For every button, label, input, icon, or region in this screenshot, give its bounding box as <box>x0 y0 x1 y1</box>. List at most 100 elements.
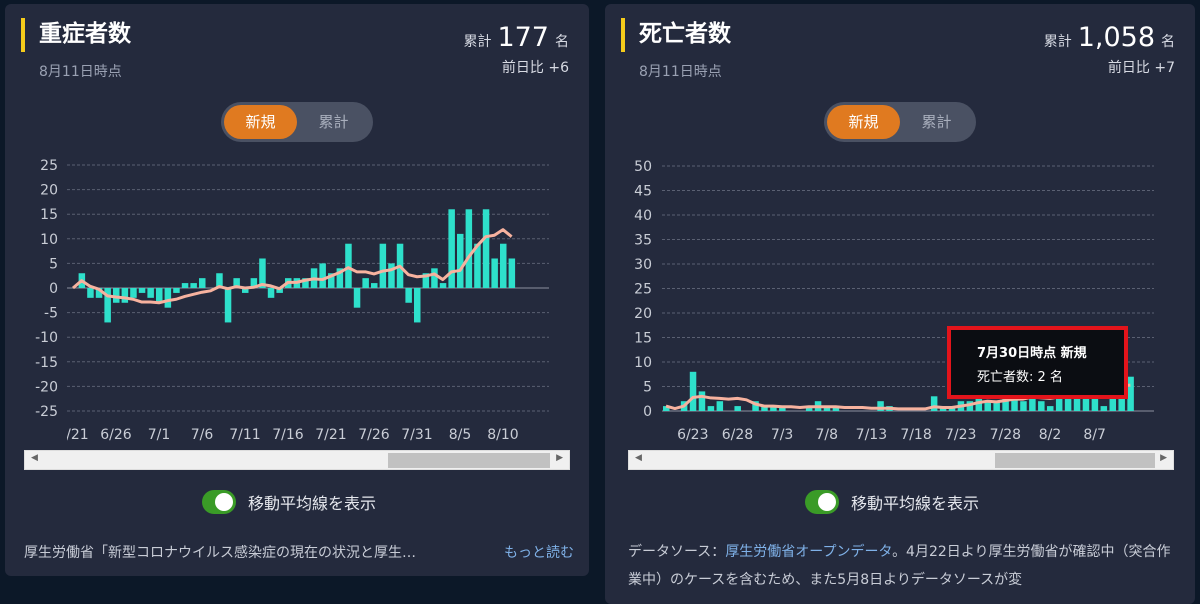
moving-average-toggle[interactable]: 移動平均線を表示 <box>202 490 376 514</box>
y-tick-label: 15 <box>634 331 652 347</box>
bar <box>770 406 777 411</box>
y-tick-label: 45 <box>634 184 652 200</box>
bar <box>1011 396 1018 411</box>
bar <box>422 273 430 288</box>
x-tick-label: 7/26 <box>358 427 390 443</box>
bar <box>457 233 464 288</box>
y-tick-label: 10 <box>634 355 652 371</box>
bar <box>474 243 481 288</box>
bar <box>224 288 232 323</box>
mode-toggle: 新規 累計 <box>221 102 373 142</box>
bar <box>984 401 991 411</box>
source-note: データソース：厚生労働省オープンデータ。4月22日より厚生労働省が確認中（突合作… <box>628 538 1178 594</box>
bar <box>1038 401 1045 411</box>
day-diff: 前日比 +6 <box>502 57 569 77</box>
tab-cumulative[interactable]: 累計 <box>318 113 349 131</box>
source-note: 厚生労働省「新型コロナウイルス感染症の現在の状況と厚生… もっと読む <box>24 539 574 567</box>
bar <box>663 406 670 411</box>
bar <box>465 209 473 288</box>
bar <box>388 263 395 288</box>
diff-value: +6 <box>548 60 569 76</box>
bar <box>508 258 516 288</box>
bar <box>328 273 335 288</box>
y-tick-label: 20 <box>634 306 652 322</box>
bar <box>353 288 361 308</box>
bar <box>259 258 266 288</box>
diff-label: 前日比 <box>1107 60 1150 76</box>
y-tick-label: 40 <box>634 208 652 224</box>
x-tick-label: 7/11 <box>229 427 260 443</box>
tab-new[interactable]: 新規 <box>224 105 297 139</box>
bar <box>233 278 240 288</box>
total-count: 累計 1,058 名 <box>1044 22 1175 53</box>
bar <box>500 243 507 288</box>
y-tick-label: 10 <box>40 232 58 248</box>
bar <box>823 406 831 411</box>
bars <box>72 209 516 323</box>
y-tick-label: -15 <box>35 355 58 371</box>
y-tick-label: -20 <box>35 379 58 395</box>
chart-scrollbar[interactable]: ◀ ▶ <box>24 450 570 470</box>
tooltip-title: 7月30日時点 新規 <box>977 346 1087 361</box>
y-tick-label: -10 <box>35 330 58 346</box>
open-data-link[interactable]: 厚生労働省オープンデータ <box>725 544 893 560</box>
scroll-left-icon[interactable]: ◀ <box>635 453 642 463</box>
x-tick-label: 7/1 <box>148 427 171 443</box>
bar <box>930 396 938 411</box>
y-tick-label: 30 <box>634 257 652 273</box>
bar <box>431 268 438 288</box>
note-prefix: データソース： <box>628 544 726 560</box>
mode-toggle: 新規 累計 <box>824 102 976 142</box>
y-tick-label: 15 <box>40 207 58 223</box>
as-of-date: 8月11日時点 <box>39 64 122 80</box>
switch-on[interactable] <box>202 490 236 514</box>
x-tick-label: 6/26 <box>100 427 132 443</box>
x-tick-label: 6/23 <box>677 427 708 443</box>
bar <box>993 401 1000 411</box>
bar <box>302 278 309 288</box>
bar <box>130 288 137 298</box>
y-tick-label: 25 <box>40 158 58 174</box>
scroll-thumb[interactable] <box>388 453 550 468</box>
x-tick-label: 7/21 <box>315 427 346 443</box>
read-more-link[interactable]: もっと読む <box>504 545 574 561</box>
x-tick-label: 7/23 <box>945 427 976 443</box>
y-tick-label: 20 <box>40 183 58 199</box>
bar <box>190 283 197 288</box>
scroll-left-icon[interactable]: ◀ <box>31 453 38 463</box>
y-tick-label: 25 <box>634 282 652 298</box>
x-tick-label: 7/3 <box>771 427 794 443</box>
chart-scrollbar[interactable]: ◀ ▶ <box>628 450 1174 470</box>
moving-average-line <box>72 228 513 305</box>
x-tick-label: 8/10 <box>487 427 518 443</box>
bar <box>95 288 103 298</box>
x-tick-label: 7/13 <box>856 427 887 443</box>
diff-label: 前日比 <box>501 60 544 76</box>
switch-on[interactable] <box>805 490 839 514</box>
unit: 名 <box>555 34 569 50</box>
scroll-thumb[interactable] <box>995 453 1155 468</box>
bar <box>379 243 387 288</box>
x-tick-label: 8/7 <box>1083 427 1106 443</box>
tab-cumulative[interactable]: 累計 <box>921 113 952 131</box>
bar <box>716 401 724 411</box>
bar <box>276 288 283 293</box>
total-value: 177 <box>497 22 549 53</box>
bar <box>1020 401 1027 411</box>
card-title: 重症者数 <box>21 18 131 52</box>
bar <box>482 209 490 288</box>
scroll-right-icon[interactable]: ▶ <box>556 453 563 463</box>
bar <box>113 288 120 303</box>
x-tick-label: 8/2 <box>1039 427 1062 443</box>
toggle-label: 移動平均線を表示 <box>248 494 377 513</box>
tab-new[interactable]: 新規 <box>827 105 900 139</box>
x-tick-label: 6/21 <box>57 427 88 443</box>
scroll-right-icon[interactable]: ▶ <box>1160 453 1167 463</box>
bar <box>805 406 813 411</box>
bar <box>138 288 146 293</box>
bar <box>156 288 163 303</box>
moving-average-toggle[interactable]: 移動平均線を表示 <box>805 490 979 514</box>
bar <box>448 209 455 288</box>
